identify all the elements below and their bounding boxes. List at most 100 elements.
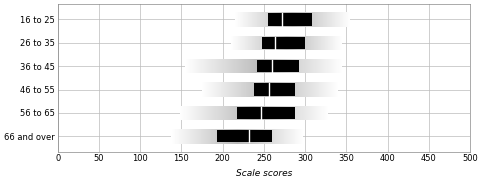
Bar (271, 59, 272, 73)
Bar (286, 59, 287, 73)
Bar (291, 106, 292, 120)
Bar (187, 106, 188, 120)
Bar (250, 59, 251, 73)
Bar (296, 106, 297, 120)
Bar (259, 106, 260, 120)
Bar (207, 59, 208, 73)
Bar (277, 106, 278, 120)
Bar (309, 59, 310, 73)
Bar (260, 106, 261, 120)
Bar (292, 59, 293, 73)
Bar (180, 106, 181, 120)
Bar (255, 106, 256, 120)
Bar (241, 59, 242, 73)
Bar (290, 59, 291, 73)
Bar (296, 59, 297, 73)
Bar (277, 59, 278, 73)
Bar (217, 59, 218, 73)
Bar (333, 59, 334, 73)
Bar (300, 59, 301, 73)
Bar (299, 59, 300, 73)
Bar (235, 59, 236, 73)
Bar (327, 106, 328, 120)
Bar (324, 106, 325, 120)
Bar (212, 59, 213, 73)
Bar (224, 106, 225, 120)
Bar (223, 59, 224, 73)
Bar (194, 106, 195, 120)
X-axis label: Scale scores: Scale scores (236, 169, 292, 178)
Bar (233, 59, 234, 73)
Bar (274, 106, 275, 120)
Bar (331, 59, 332, 73)
Bar (249, 106, 250, 120)
Bar (237, 106, 238, 120)
Bar (267, 106, 268, 120)
Bar (304, 59, 305, 73)
Bar (276, 106, 277, 120)
Bar (312, 59, 313, 73)
Bar (215, 106, 216, 120)
Bar (205, 59, 206, 73)
Bar (241, 106, 242, 120)
Bar (258, 59, 259, 73)
Bar (193, 106, 194, 120)
Bar (301, 106, 302, 120)
Bar (226, 106, 227, 120)
Bar (240, 106, 241, 120)
Bar (298, 106, 299, 120)
Bar (210, 59, 211, 73)
Bar (283, 106, 284, 120)
Bar (257, 106, 258, 120)
Bar (280, 59, 281, 73)
Bar (243, 106, 244, 120)
Bar (338, 59, 339, 73)
Bar (186, 106, 187, 120)
Bar (264, 106, 265, 120)
Bar (322, 59, 323, 73)
Bar (216, 106, 217, 120)
Bar (259, 59, 260, 73)
Bar (260, 59, 261, 73)
Bar (289, 106, 290, 120)
Bar (325, 59, 326, 73)
Bar (264, 59, 265, 73)
Bar (274, 59, 275, 73)
Bar (207, 106, 208, 120)
Bar (268, 106, 269, 120)
Bar (215, 59, 216, 73)
Bar (214, 59, 215, 73)
Bar (323, 59, 324, 73)
Bar (252, 59, 253, 73)
Bar (316, 59, 317, 73)
Bar (236, 59, 237, 73)
Bar (313, 59, 314, 73)
Bar (213, 59, 214, 73)
Bar (181, 106, 182, 120)
Bar (285, 59, 286, 73)
Bar (217, 106, 218, 120)
Bar (316, 106, 317, 120)
Bar (261, 59, 262, 73)
Bar (249, 59, 250, 73)
Bar (208, 106, 209, 120)
Bar (269, 59, 270, 73)
Bar (324, 59, 325, 73)
Bar (257, 60, 299, 72)
Bar (309, 106, 310, 120)
Bar (323, 106, 324, 120)
Bar (234, 106, 235, 120)
Bar (247, 106, 248, 120)
Bar (228, 106, 229, 120)
Bar (232, 106, 233, 120)
Bar (233, 106, 234, 120)
Bar (245, 59, 246, 73)
Bar (204, 59, 205, 73)
Bar (187, 59, 188, 73)
Bar (197, 59, 198, 73)
Bar (185, 106, 186, 120)
Bar (268, 13, 312, 25)
Bar (182, 106, 183, 120)
Bar (231, 106, 232, 120)
Bar (227, 59, 228, 73)
